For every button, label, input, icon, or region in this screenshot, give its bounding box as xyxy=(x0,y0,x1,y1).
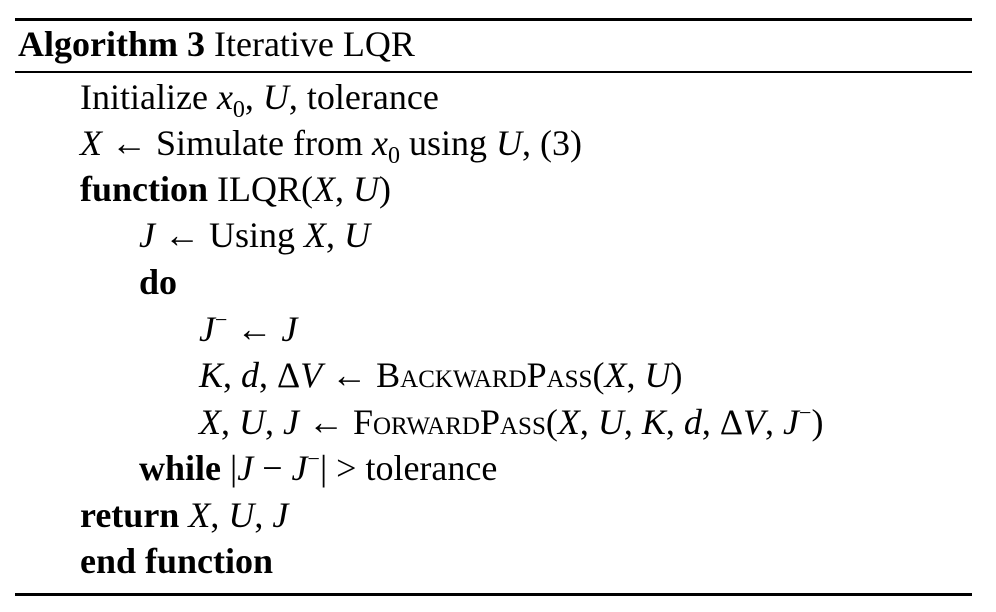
algorithm-label: Algorithm 3 xyxy=(18,24,205,64)
bottom-rule xyxy=(15,593,972,596)
top-rule xyxy=(15,18,972,21)
line-text: X ← Simulate from x0 using U, (3) xyxy=(80,123,582,169)
line-text: while |J − J−| > tolerance xyxy=(139,446,498,489)
line-text: return X, U, J xyxy=(80,495,289,535)
line-text: do xyxy=(139,262,178,302)
line-text: Initialize x0, U, tolerance xyxy=(80,77,439,123)
line-text: J− ← J xyxy=(199,307,298,350)
line-text: K, d, ΔV ← BackwardPass(X, U) xyxy=(199,355,683,395)
line-text: J ← Using X, U xyxy=(139,215,370,255)
header-rule xyxy=(15,71,972,73)
algorithm-title: Iterative LQR xyxy=(213,24,415,64)
line-text: X, U, J ← ForwardPass(X, U, K, d, ΔV, J−… xyxy=(199,400,824,443)
line-text: function ILQR(X, U) xyxy=(80,169,392,209)
algorithm-caption: Algorithm 3 Iterative LQR xyxy=(18,22,415,66)
line-text: end function xyxy=(80,541,274,581)
